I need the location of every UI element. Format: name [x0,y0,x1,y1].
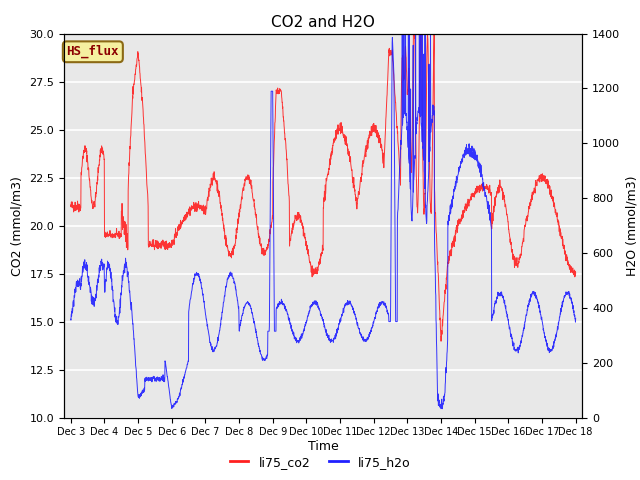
Legend: li75_co2, li75_h2o: li75_co2, li75_h2o [225,451,415,474]
Title: CO2 and H2O: CO2 and H2O [271,15,375,30]
Y-axis label: CO2 (mmol/m3): CO2 (mmol/m3) [11,176,24,276]
X-axis label: Time: Time [308,440,339,453]
Text: HS_flux: HS_flux [67,45,119,59]
Y-axis label: H2O (mmol/m3): H2O (mmol/m3) [626,175,639,276]
